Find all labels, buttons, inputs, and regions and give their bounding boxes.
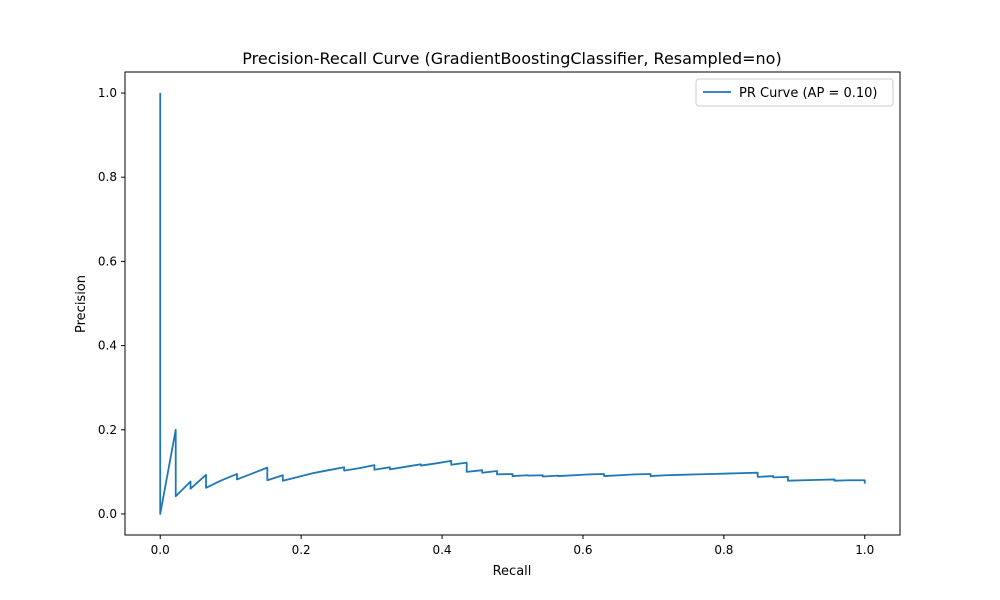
legend-box — [695, 78, 894, 107]
series-line-pr-curve — [159, 93, 866, 515]
y-axis-label: Precision — [74, 275, 89, 333]
x-tick-label: 1.0 — [855, 543, 874, 557]
plot-frame — [124, 71, 901, 536]
x-axis-ticks: 0.0 0.2 0.4 0.6 0.8 1.0 — [151, 535, 874, 557]
x-tick-label: 0.0 — [151, 543, 170, 557]
legend: PR Curve (AP = 0.10) — [695, 78, 894, 107]
x-tick-label: 0.2 — [292, 543, 311, 557]
y-tick-label: 0.4 — [98, 339, 117, 353]
y-axis-ticks: 0.0 0.2 0.4 0.6 0.8 1.0 — [98, 86, 125, 521]
chart-title: Precision-Recall Curve (GradientBoosting… — [242, 49, 781, 68]
y-tick-label: 0.2 — [98, 423, 117, 437]
y-tick-label: 0.8 — [98, 170, 117, 184]
x-tick-label: 0.4 — [432, 543, 451, 557]
x-axis-label: Recall — [493, 564, 532, 579]
y-tick-label: 0.6 — [98, 254, 117, 268]
x-tick-label: 0.6 — [573, 543, 592, 557]
legend-entry-pr-curve: PR Curve (AP = 0.10) — [739, 86, 877, 101]
plot-area — [159, 93, 866, 515]
y-tick-label: 1.0 — [98, 86, 117, 100]
x-tick-label: 0.8 — [714, 543, 733, 557]
y-tick-label: 0.0 — [98, 507, 117, 521]
